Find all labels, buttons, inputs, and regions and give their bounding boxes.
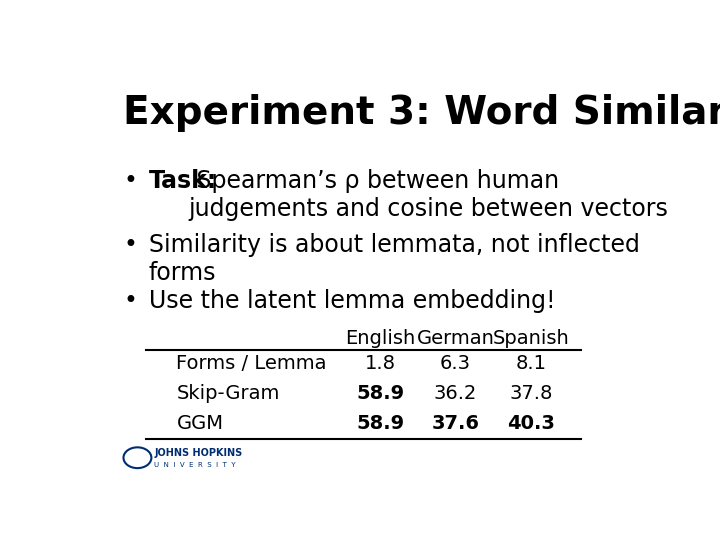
Text: •: •	[124, 233, 138, 257]
Text: 37.8: 37.8	[509, 384, 552, 403]
Text: Use the latent lemma embedding!: Use the latent lemma embedding!	[148, 289, 555, 313]
Text: English: English	[345, 328, 415, 348]
Text: 6.3: 6.3	[440, 354, 471, 373]
Text: Spanish: Spanish	[492, 328, 570, 348]
Text: 58.9: 58.9	[356, 384, 404, 403]
Text: Forms / Lemma: Forms / Lemma	[176, 354, 327, 373]
Text: U  N  I  V  E  R  S  I  T  Y: U N I V E R S I T Y	[154, 462, 235, 468]
Text: Skip-Gram: Skip-Gram	[176, 384, 280, 403]
Text: 40.3: 40.3	[507, 414, 554, 433]
Text: 58.9: 58.9	[356, 414, 404, 433]
Text: Similarity is about lemmata, not inflected
forms: Similarity is about lemmata, not inflect…	[148, 233, 639, 285]
Text: 8.1: 8.1	[516, 354, 546, 373]
Text: JOHNS HOPKINS: JOHNS HOPKINS	[154, 448, 243, 458]
Text: German: German	[417, 328, 495, 348]
Text: GGM: GGM	[176, 414, 223, 433]
Text: 36.2: 36.2	[434, 384, 477, 403]
Text: Experiment 3: Word Similarity: Experiment 3: Word Similarity	[124, 94, 720, 132]
Text: Task:: Task:	[148, 168, 217, 193]
Text: 1.8: 1.8	[364, 354, 396, 373]
Text: 37.6: 37.6	[431, 414, 480, 433]
Text: Spearman’s ρ between human
judgements and cosine between vectors: Spearman’s ρ between human judgements an…	[189, 168, 669, 220]
Text: •: •	[124, 168, 138, 193]
Text: •: •	[124, 289, 138, 313]
